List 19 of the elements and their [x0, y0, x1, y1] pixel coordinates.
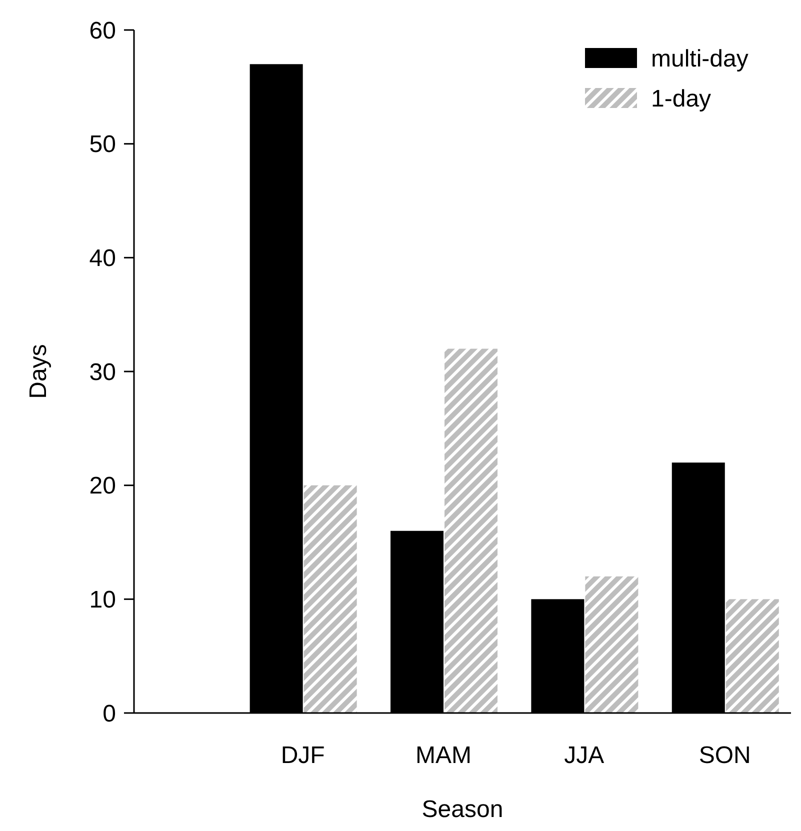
y-tick-label: 0 [102, 700, 116, 728]
y-tick-label: 30 [89, 358, 116, 386]
bar [444, 348, 498, 713]
y-axis-title: Days [25, 344, 52, 399]
y-tick-label: 60 [89, 17, 116, 44]
x-tick-label: JJA [564, 742, 604, 769]
x-tick-label: SON [698, 742, 751, 769]
bar [585, 576, 638, 713]
legend-label: multi-day [651, 45, 748, 72]
x-axis-title: Season [422, 796, 504, 823]
bar [304, 485, 357, 713]
y-tick-label: 20 [89, 472, 116, 500]
y-tick-label: 50 [89, 131, 116, 158]
legend-label: 1-day [651, 85, 712, 112]
y-tick-label: 10 [89, 586, 116, 614]
x-tick-label: DJF [280, 742, 325, 769]
bar [726, 599, 779, 713]
y-tick-label: 40 [89, 245, 116, 272]
x-tick-label: MAM [416, 742, 472, 769]
